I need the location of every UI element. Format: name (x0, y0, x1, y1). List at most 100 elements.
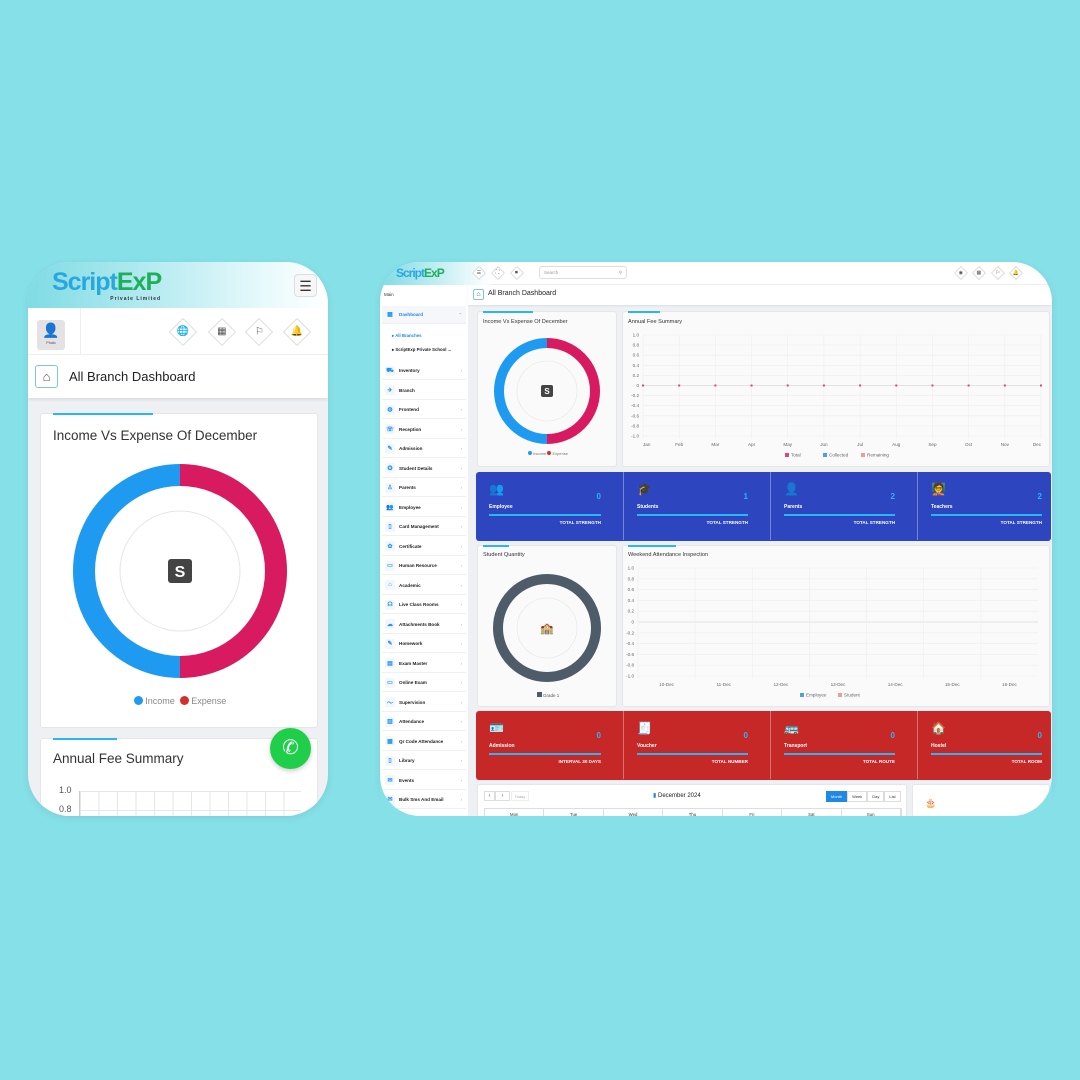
legend-expense[interactable]: Expense (547, 451, 568, 456)
sidebar-item-label: Frontend (399, 407, 419, 412)
stat-card-students[interactable]: 🎓 Students 1 TOTAL STRENGTH (623, 472, 766, 540)
chevron-icon: › (460, 582, 462, 588)
sidebar-item-icon: ▯ (385, 521, 395, 532)
data-point-total[interactable] (822, 384, 825, 387)
stat-card-parents[interactable]: 👤 Parents 2 TOTAL STRENGTH (770, 472, 913, 540)
home-button[interactable]: ⌂ (473, 289, 484, 300)
legend-swatch-employee[interactable] (800, 693, 804, 697)
sidebar-item-exam-master[interactable]: ▤ Exam Master › (382, 654, 466, 673)
stat-card-teachers[interactable]: 🧑‍🏫 Teachers 2 TOTAL STRENGTH (917, 472, 1060, 540)
sidebar-item-human-resource[interactable]: ▭ Human Resource › (382, 557, 466, 575)
sidebar-item-card-management[interactable]: ▯ Card Management › (382, 518, 466, 536)
sidebar-item-admission[interactable]: ✎ Admission › (382, 440, 466, 458)
sidebar-item-online-exam[interactable]: ▭ Online Exam › (382, 674, 466, 692)
data-point-total[interactable] (931, 384, 934, 387)
whatsapp-button[interactable]: ✆ (270, 728, 311, 769)
data-point-total[interactable] (859, 384, 862, 387)
sidebar-item-homework[interactable]: ✎ Homework › (382, 635, 466, 653)
view-month-button[interactable]: Month (826, 791, 848, 802)
prev-month-button[interactable]: ‹ (484, 791, 495, 801)
stat-card-employee[interactable]: 👥 Employee 0 TOTAL STRENGTH (476, 472, 619, 540)
sidebar-item-academic[interactable]: ⌂ Academic › (382, 576, 466, 595)
sidebar-item-frontend[interactable]: ◍ Frontend › (382, 401, 466, 419)
brand-logo[interactable]: ScriptExP (396, 266, 445, 280)
chart-legend: Income Expense (41, 696, 319, 706)
sidebar-item-supervision[interactable]: 〜 Supervision › (382, 693, 466, 712)
sidebar-item-attachments-book[interactable]: ☁ Attachments Book › (382, 615, 466, 634)
chevron-icon: › (460, 641, 462, 646)
search-input[interactable]: Search ⚲ (539, 266, 627, 279)
legend-label[interactable]: Student (844, 693, 861, 698)
legend-label[interactable]: Total (791, 453, 801, 458)
sidebar-item-qr-code-attendance[interactable]: ▦ Qr Code Attendance › (382, 732, 466, 751)
sidebar-item-events[interactable]: ✉ Events › (382, 771, 466, 790)
stat-caption: TOTAL ROUTE (862, 759, 895, 764)
avatar[interactable]: 👤 Photo (37, 320, 65, 350)
stat-value: 1 (743, 492, 748, 501)
data-point-total[interactable] (786, 384, 789, 387)
legend-income[interactable]: Income (133, 696, 175, 706)
sidebar-item-certificate[interactable]: ✿ Certificate › (382, 537, 466, 556)
legend-label[interactable]: Remaining (867, 453, 889, 458)
weekend-attendance-chart: 1.0 0.8 0.6 0.4 0.2 0 -0.2 -0.4 -0.6 -0.8 -1.0 10-D… (626, 566, 1038, 698)
sidebar-sub-all-branches[interactable]: ▸ All Branches (392, 333, 422, 338)
stat-card-admission[interactable]: 🪪 Admission 0 INTERVAL 30 DAYS (476, 711, 619, 779)
legend-income[interactable]: Income (527, 451, 546, 456)
sidebar-sub-school[interactable]: ▸ ScriptExp Private School ... (392, 347, 452, 352)
weekday-label: Sun (842, 809, 901, 819)
chart-legend[interactable]: Grade 1 (478, 692, 618, 698)
data-point-total[interactable] (895, 384, 898, 387)
sidebar-item-inventory[interactable]: ⛟ Inventory › (382, 362, 466, 380)
view-day-button[interactable]: Day (867, 791, 885, 802)
sidebar-item-dashboard[interactable]: ▦ Dashboard ⌃ (382, 306, 466, 324)
legend-swatch-collected[interactable] (823, 453, 827, 457)
income-expense-card: Income Vs Expense Of December S Income E… (477, 311, 617, 467)
sidebar-item-label: Homework (399, 641, 423, 646)
y-tick-label: 0.2 (628, 609, 635, 614)
stat-bar (637, 514, 748, 516)
data-point-total[interactable] (750, 384, 753, 387)
legend-label[interactable]: Collected (829, 453, 849, 458)
home-button[interactable]: ⌂ (35, 365, 58, 388)
weekday-label: Mon (485, 809, 545, 819)
view-week-button[interactable]: Week (847, 791, 868, 802)
legend-label[interactable]: Employee (806, 693, 827, 698)
y-tick-label: -0.6 (626, 652, 634, 657)
sidebar-heading: Main (384, 292, 394, 297)
sidebar-item-live-class-rooms[interactable]: ☊ Live Class Rooms › (382, 596, 466, 614)
mobile-header (28, 262, 328, 308)
sidebar-item-library[interactable]: ▯ Library › (382, 752, 466, 770)
legend-swatch-student[interactable] (838, 693, 842, 697)
data-point-total[interactable] (1040, 384, 1042, 387)
sidebar-item-attendance[interactable]: ▥ Attendance › (382, 713, 466, 731)
today-button[interactable]: Today (511, 791, 529, 801)
stat-card-voucher[interactable]: 🧾 Voucher 0 TOTAL NUMBER (623, 711, 766, 779)
sidebar-item-reception[interactable]: ☏ Reception › (382, 420, 466, 439)
view-list-button[interactable]: List (884, 791, 901, 802)
y-tick-label: -0.4 (626, 641, 634, 646)
hamburger-menu-button[interactable]: ☰ (294, 274, 317, 297)
sidebar-item-parents[interactable]: ♙ Parents › (382, 479, 466, 497)
data-point-total[interactable] (967, 384, 970, 387)
data-point-total[interactable] (678, 384, 681, 387)
legend-swatch-remaining[interactable] (861, 453, 865, 457)
sidebar-item-bulk-sms-and-email[interactable]: ✉ Bulk Sms And Email › (382, 791, 466, 809)
sidebar-item-icon: ▭ (385, 560, 395, 571)
sidebar-item-employee[interactable]: 👥 Employee › (382, 498, 466, 517)
stat-card-transport[interactable]: 🚌 Transport 0 TOTAL ROUTE (770, 711, 913, 779)
data-point-total[interactable] (1003, 384, 1006, 387)
legend-expense[interactable]: Expense (179, 696, 226, 706)
chevron-icon: › (460, 738, 462, 744)
sidebar-item-student-details[interactable]: ✪ Student Details › (382, 459, 466, 478)
chevron-icon: › (460, 426, 462, 432)
stat-bar (784, 753, 895, 755)
stat-card-hostel[interactable]: 🏠 Hostel 0 TOTAL ROOM (917, 711, 1060, 779)
data-point-total[interactable] (642, 384, 644, 387)
sidebar-item-branch[interactable]: ✈ Branch (382, 381, 466, 400)
sidebar-item-label: Parents (399, 485, 416, 490)
data-point-total[interactable] (714, 384, 717, 387)
y-tick-label: 1.0 (633, 333, 640, 338)
brand-logo[interactable]: ScriptExP Private Limited (52, 268, 162, 303)
next-month-button[interactable]: › (495, 791, 510, 801)
legend-swatch-total[interactable] (785, 453, 789, 457)
